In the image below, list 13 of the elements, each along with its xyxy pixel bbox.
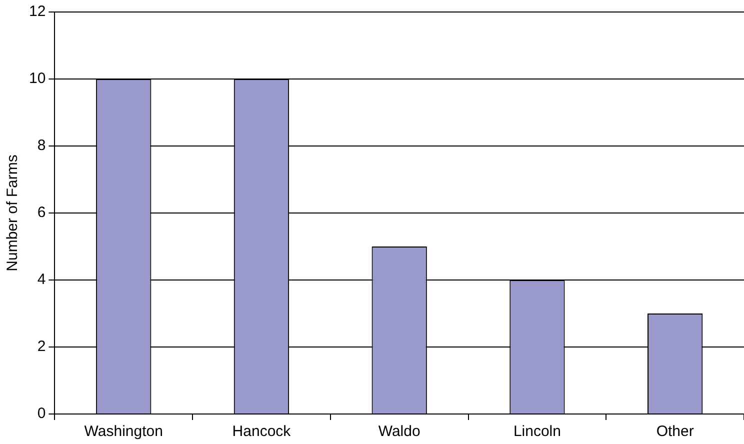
- y-tick-label: 0: [37, 405, 46, 422]
- x-tick-label: Waldo: [378, 423, 420, 440]
- x-tick-label: Lincoln: [513, 423, 561, 440]
- y-tick-label: 8: [37, 137, 46, 154]
- x-tick-label: Hancock: [232, 423, 292, 440]
- y-tick-label: 4: [37, 271, 46, 288]
- y-tick-label: 10: [28, 70, 46, 88]
- y-tick-label: 2: [37, 338, 46, 356]
- y-tick-label: 12: [28, 3, 46, 20]
- y-axis-title: Number of Farms: [4, 154, 22, 272]
- x-tick-label: Other: [656, 423, 694, 440]
- y-tick-label: 6: [37, 204, 46, 222]
- x-tick-label: Washington: [84, 423, 163, 440]
